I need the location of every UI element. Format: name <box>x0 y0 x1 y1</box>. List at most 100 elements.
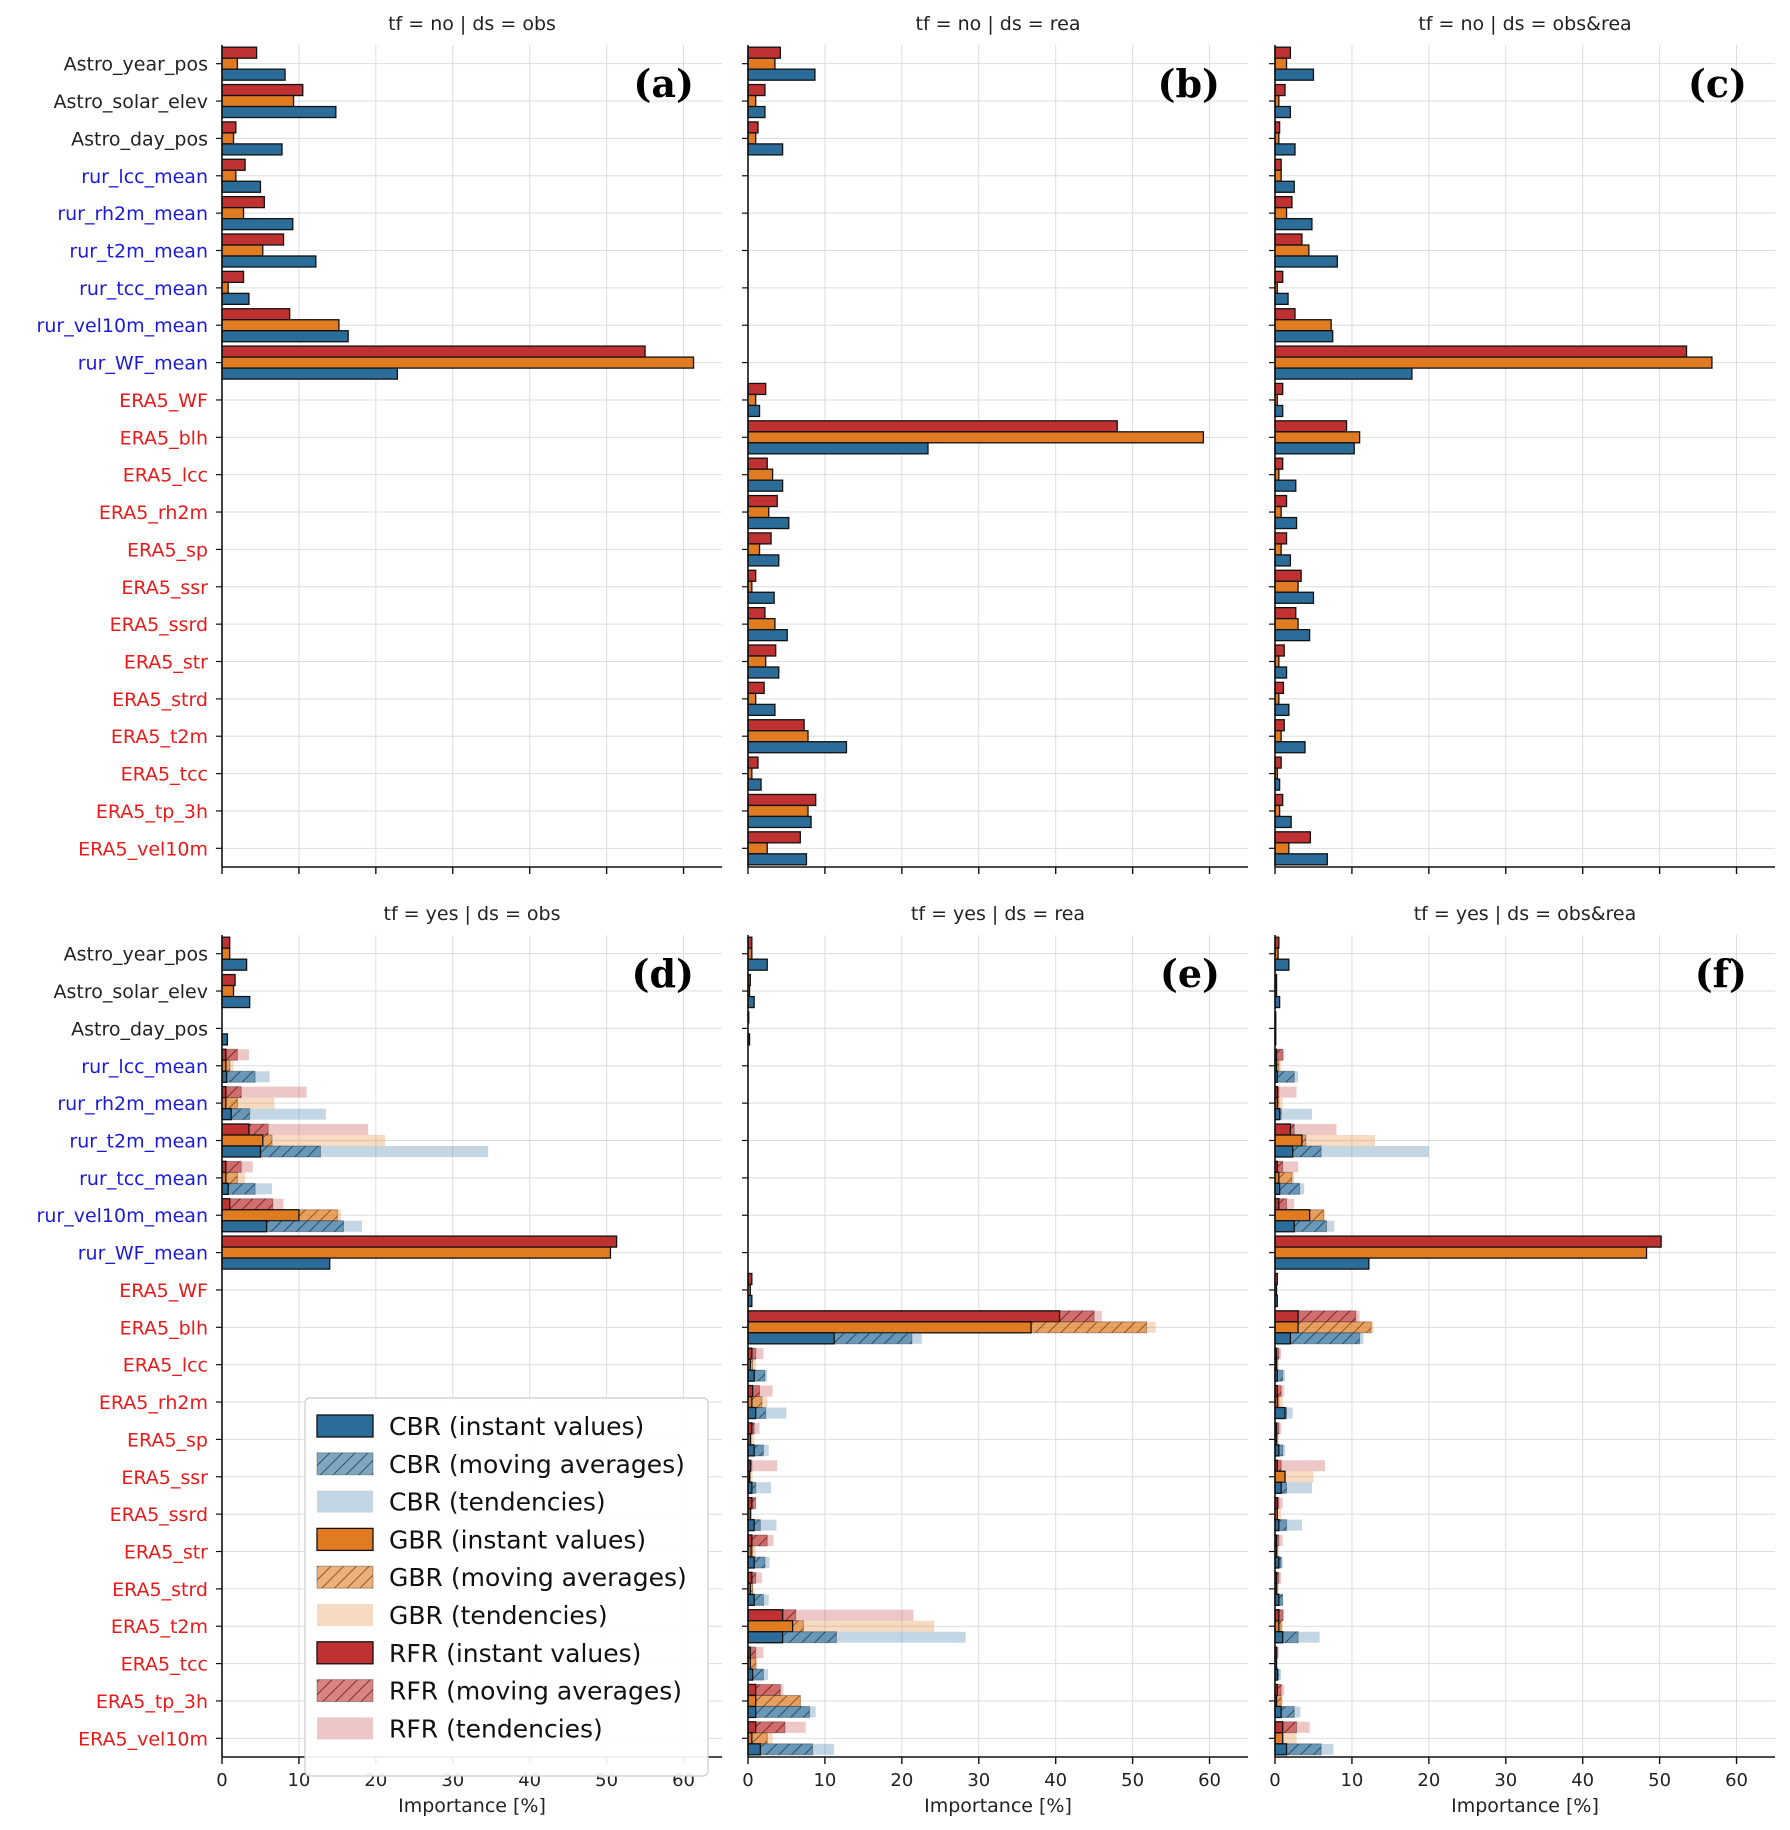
bar-cbr-instant <box>747 1705 757 1719</box>
bar-gbr-tendency <box>748 1620 935 1632</box>
bar-cbr-instant <box>221 330 349 343</box>
bar-rfr-tendency <box>748 1385 773 1397</box>
bar-gbr-instant <box>1274 244 1310 257</box>
bar-cbr-instant <box>1274 217 1313 231</box>
panel-title: tf = no | ds = obs&rea <box>1418 13 1631 35</box>
bar-rfr-instant <box>1274 681 1285 695</box>
legend-swatch-cbr-instant <box>316 1414 374 1438</box>
bar-cbr-instant <box>747 958 768 971</box>
x-tick-label: 50 <box>1648 1770 1671 1791</box>
bar-cbr-instant <box>1274 292 1289 306</box>
y-tick-label: ERA5_ssrd <box>110 614 208 636</box>
panel-label: (a) <box>633 61 694 106</box>
bar-cbr-instant <box>1274 68 1315 81</box>
bar-rfr-instant <box>1274 457 1284 470</box>
bar-gbr-instant <box>221 132 235 145</box>
panel-f: 0 10 20 30 40 50 60 Importance [%] tf = yes | ds… <box>1269 903 1775 1817</box>
y-tick-label: rur_rh2m_mean <box>57 1093 208 1115</box>
bar-cbr-instant <box>221 105 337 119</box>
bar-gbr-instant <box>747 1694 757 1708</box>
y-tick-label: ERA5_tcc <box>121 1654 208 1676</box>
bar-cbr-instant <box>747 1369 755 1382</box>
y-tick-label: ERA5_t2m <box>111 1616 208 1638</box>
bar-cbr-instant <box>747 628 788 642</box>
bar-rfr-tendency <box>222 1124 369 1135</box>
legend-swatch-rfr-moving <box>316 1679 374 1703</box>
bar-gbr-instant <box>747 730 809 743</box>
y-tick-label: ERA5_str <box>124 1542 208 1564</box>
bar-cbr-instant <box>221 1182 229 1196</box>
bar-cbr-instant <box>1274 442 1355 455</box>
panels-layer: Astro_year_pos Astro_solar_elev Astro_day_… <box>37 13 1775 1817</box>
bar-cbr-instant <box>1274 591 1315 604</box>
bar-cbr-instant <box>1274 1145 1294 1158</box>
bar-cbr-tendency <box>748 1631 966 1643</box>
bar-rfr-instant <box>1274 195 1293 209</box>
bar-gbr-tendency <box>1275 1732 1297 1744</box>
bar-rfr-instant <box>747 831 801 844</box>
bar-rfr-instant <box>1274 83 1286 97</box>
y-tick-label: rur_t2m_mean <box>69 1131 208 1153</box>
bar-gbr-tendency <box>1275 1471 1314 1483</box>
bar-gbr-instant <box>1274 730 1282 743</box>
bar-cbr-instant <box>1274 958 1290 971</box>
y-tick-label: ERA5_vel10m <box>78 1728 208 1750</box>
bar-gbr-instant <box>747 842 768 855</box>
x-axis-label: Importance [%] <box>398 1795 546 1817</box>
bar-gbr-instant <box>221 244 264 257</box>
y-tick-label: Astro_solar_elev <box>53 91 208 113</box>
bar-rfr-instant <box>747 569 757 582</box>
bar-cbr-instant <box>1274 1481 1282 1494</box>
legend-swatch-cbr-moving <box>316 1452 374 1476</box>
bar-cbr-instant <box>747 1332 835 1345</box>
panel-title: tf = no | ds = obs <box>388 13 556 35</box>
x-tick-label: 60 <box>1725 1770 1748 1791</box>
bar-cbr-instant <box>221 367 399 380</box>
bar-gbr-instant <box>747 617 776 631</box>
bar-rfr-instant <box>1274 1721 1284 1734</box>
bar-rfr-instant <box>1274 46 1292 59</box>
bar-cbr-instant <box>747 1631 784 1644</box>
bar-rfr-tendency <box>222 1086 307 1098</box>
legend-swatch-gbr-moving <box>316 1565 374 1589</box>
y-tick-label: ERA5_WF <box>119 390 208 412</box>
legend-entry-label: GBR (instant values) <box>389 1525 646 1554</box>
bar-rfr-instant <box>1274 719 1285 732</box>
bar-rfr-instant <box>221 46 258 59</box>
legend-swatch-gbr-tendency <box>317 1604 373 1626</box>
panel-label: (c) <box>1688 61 1747 106</box>
bar-rfr-instant <box>747 1683 757 1697</box>
bar-cbr-instant <box>221 292 250 306</box>
bar-cbr-instant <box>1274 1743 1288 1756</box>
bar-rfr-instant <box>221 1123 250 1136</box>
bar-cbr-instant <box>1274 554 1292 567</box>
bar-cbr-instant <box>747 1593 755 1607</box>
bar-rfr-tendency <box>748 1460 778 1472</box>
bar-gbr-instant <box>747 804 809 818</box>
y-tick-label: ERA5_lcc <box>123 465 208 487</box>
bar-rfr-instant <box>1274 644 1285 657</box>
bar-rfr-instant <box>747 1310 1061 1323</box>
x-tick-label: 60 <box>1198 1770 1221 1791</box>
bar-cbr-tendency <box>1275 1519 1302 1531</box>
legend-entry-label: RFR (moving averages) <box>389 1677 682 1706</box>
bar-rfr-instant <box>1274 1123 1292 1136</box>
panel-title: tf = no | ds = rea <box>916 13 1081 35</box>
bar-cbr-instant <box>221 1145 262 1158</box>
bar-cbr-tendency <box>222 1108 326 1120</box>
bar-cbr-instant <box>221 1220 268 1233</box>
bar-gbr-instant <box>1274 505 1282 519</box>
bar-cbr-instant <box>747 516 790 530</box>
bar-cbr-instant <box>221 217 294 231</box>
bar-gbr-instant <box>221 356 695 369</box>
bar-gbr-instant <box>1274 580 1299 593</box>
x-tick-label: 30 <box>1494 1770 1517 1791</box>
x-tick-label: 0 <box>742 1770 753 1791</box>
panel-a: Astro_year_pos Astro_solar_elev Astro_day_… <box>37 13 722 874</box>
bar-gbr-instant <box>747 543 761 556</box>
bar-rfr-tendency <box>1275 1124 1337 1135</box>
panel-label: (f) <box>1695 951 1747 996</box>
bar-rfr-instant <box>747 644 777 657</box>
y-tick-label: ERA5_ssrd <box>110 1504 208 1526</box>
bar-cbr-instant <box>747 666 780 679</box>
